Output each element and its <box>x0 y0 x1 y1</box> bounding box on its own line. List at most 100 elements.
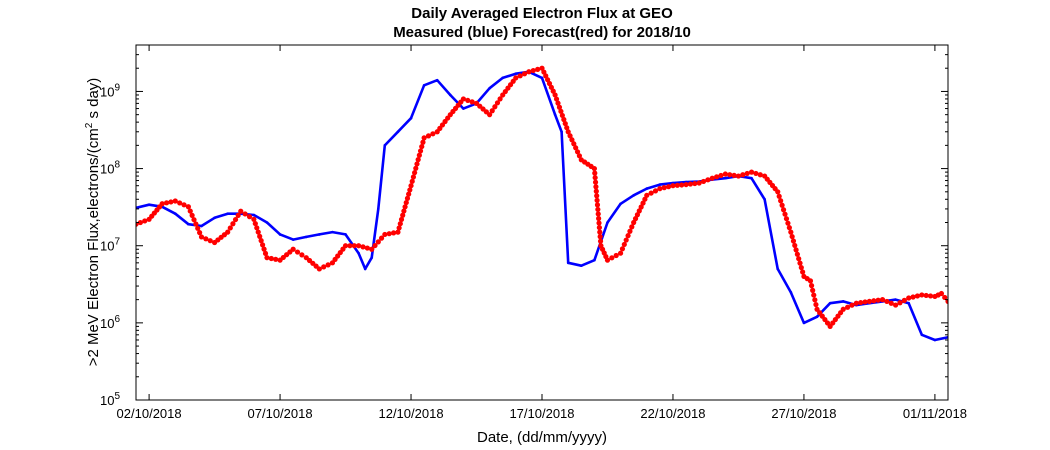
forecast-flux-point <box>840 306 846 312</box>
forecast-flux-point <box>798 264 804 271</box>
forecast-flux-point <box>325 262 331 268</box>
forecast-flux-point <box>402 204 408 210</box>
forecast-flux-point <box>592 175 598 181</box>
forecast-flux-point <box>786 225 792 231</box>
y-tick-base: 10 <box>100 162 114 177</box>
forecast-flux-point <box>177 200 183 206</box>
y-axis-label-superscript: 2 <box>84 122 95 128</box>
x-tick-label: 01/11/2018 <box>903 406 967 421</box>
forecast-flux-point <box>644 192 650 198</box>
measured-flux-point <box>645 187 649 190</box>
measured-flux-point <box>331 230 334 234</box>
forecast-flux-point <box>197 230 203 236</box>
measured-flux-point <box>619 202 622 206</box>
forecast-flux-point <box>347 243 353 249</box>
forecast-flux-point <box>203 236 209 242</box>
forecast-flux-point <box>808 283 815 289</box>
forecast-flux-point <box>595 211 601 217</box>
forecast-flux-point <box>163 200 170 206</box>
y-tick-base: 10 <box>100 393 114 408</box>
forecast-flux-point <box>246 214 253 220</box>
x-tick-label: 07/10/2018 <box>248 406 313 421</box>
forecast-flux-point <box>623 237 629 243</box>
forecast-flux-point <box>780 207 787 213</box>
measured-flux-point <box>841 300 845 303</box>
forecast-flux-point <box>897 300 903 306</box>
measured-flux-point <box>828 301 832 305</box>
forecast-flux-point <box>634 212 641 218</box>
measured-flux-point <box>200 224 203 228</box>
measured-flux-point <box>724 176 727 180</box>
forecast-flux-point <box>390 230 397 236</box>
forecast-flux-point <box>596 224 602 231</box>
measured-flux-point <box>593 258 596 262</box>
measured-flux-point <box>187 222 190 226</box>
y-axis-label-tail: s day) <box>85 78 102 123</box>
forecast-flux-point <box>893 302 899 308</box>
y-tick-base: 10 <box>100 239 114 254</box>
forecast-flux-point <box>492 104 498 110</box>
forecast-flux-point <box>811 292 817 298</box>
forecast-flux-point <box>596 220 602 226</box>
forecast-flux-point <box>731 172 737 178</box>
forecast-flux-point <box>360 244 366 250</box>
measured-flux-point <box>566 261 570 265</box>
forecast-flux-point <box>576 153 583 159</box>
measured-flux-point <box>304 235 308 239</box>
forecast-flux-point <box>927 293 934 299</box>
forecast-flux-point <box>494 100 501 106</box>
forecast-flux-point <box>342 243 349 249</box>
forecast-flux-point <box>487 112 493 118</box>
forecast-flux-point <box>562 120 568 127</box>
forecast-flux-point <box>796 256 802 262</box>
forecast-flux-point <box>619 246 626 252</box>
forecast-flux-point <box>642 196 648 202</box>
measured-flux-point <box>632 194 635 197</box>
forecast-flux-point <box>735 173 742 179</box>
forecast-flux-point <box>785 220 791 226</box>
measured-flux-point <box>776 267 780 271</box>
forecast-flux-point <box>888 300 894 306</box>
forecast-flux-point <box>398 216 405 223</box>
forecast-flux-point <box>242 211 248 217</box>
forecast-flux-point <box>938 290 945 297</box>
x-tick-label: 22/10/2018 <box>640 406 705 421</box>
forecast-flux-point <box>942 294 948 301</box>
forecast-flux-point <box>884 298 890 305</box>
measured-flux-point <box>501 76 505 80</box>
forecast-flux-point <box>632 216 639 222</box>
forecast-flux-point <box>535 66 541 72</box>
forecast-flux-point <box>273 256 279 262</box>
forecast-flux-point <box>613 252 619 259</box>
forecast-flux-point <box>748 169 755 175</box>
forecast-flux-point <box>386 231 392 237</box>
forecast-flux-point <box>597 234 603 240</box>
y-tick-exponent: 9 <box>114 82 120 93</box>
y-tick-base: 10 <box>100 316 114 331</box>
y-tick-label: 106 <box>100 314 120 331</box>
measured-flux-point <box>802 321 806 325</box>
forecast-flux-point <box>627 228 633 234</box>
forecast-flux-point <box>137 219 143 226</box>
forecast-flux-point <box>793 247 799 253</box>
forecast-flux-point <box>875 297 881 303</box>
forecast-flux-point <box>744 170 750 177</box>
forecast-flux-point <box>513 75 519 81</box>
forecast-flux-point <box>465 97 471 104</box>
x-axis: 02/10/2018 07/10/2018 12/10/2018 17/10/2018… <box>117 45 967 421</box>
forecast-flux-point <box>556 104 563 110</box>
measured-flux-point <box>147 203 151 207</box>
forecast-flux-point <box>403 199 409 206</box>
forecast-flux-point <box>813 301 819 308</box>
forecast-flux-point <box>181 202 187 208</box>
measured-flux-point <box>488 86 491 90</box>
forecast-flux-point <box>416 152 422 158</box>
forecast-flux-point <box>800 269 806 275</box>
y-tick-exponent: 7 <box>114 237 120 248</box>
forecast-flux-point <box>189 212 195 218</box>
forecast-flux-point <box>364 245 370 251</box>
forecast-flux-point <box>419 143 425 150</box>
measured-flux-point <box>173 212 177 216</box>
